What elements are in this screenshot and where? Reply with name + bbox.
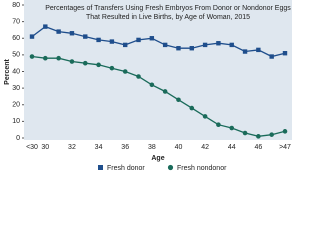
y-tick-label: 0: [16, 135, 20, 142]
x-tick-label: 42: [201, 144, 209, 151]
y-tick-label: 80: [12, 2, 20, 9]
marker: [123, 42, 128, 48]
legend-swatch: [167, 164, 174, 171]
marker: [256, 47, 261, 53]
y-tick-label: 50: [12, 52, 20, 59]
marker: [56, 29, 61, 34]
marker: [269, 132, 274, 137]
marker: [189, 46, 194, 51]
marker: [202, 42, 208, 48]
marker: [69, 31, 75, 36]
x-axis-label: Age: [151, 155, 164, 162]
marker: [269, 54, 274, 59]
chart-title: Percentages of Transfers Using Fresh Emb…: [45, 5, 291, 12]
marker: [82, 60, 88, 66]
y-tick-label: 60: [12, 35, 20, 42]
marker: [242, 130, 248, 136]
marker: [229, 42, 234, 48]
marker: [162, 42, 168, 48]
marker: [202, 114, 208, 119]
marker: [43, 55, 48, 61]
chart-title: That Resulted in Live Births, by Age of …: [86, 14, 250, 21]
marker: [176, 46, 181, 51]
marker: [56, 55, 61, 61]
marker: [176, 97, 181, 103]
marker: [43, 24, 48, 29]
marker: [282, 129, 288, 134]
x-tick-label: 36: [121, 144, 129, 151]
marker: [216, 41, 221, 46]
x-tick-label: 34: [95, 144, 103, 151]
y-axis-label: Percent: [4, 58, 11, 84]
y-tick-label: 30: [12, 85, 20, 92]
marker: [29, 34, 35, 39]
marker: [216, 122, 221, 127]
marker: [136, 37, 141, 43]
marker: [256, 134, 261, 139]
marker: [229, 125, 235, 131]
x-tick-label: 30: [41, 144, 49, 151]
legend-label: Fresh donor: [107, 165, 145, 172]
marker: [83, 34, 88, 39]
marker: [109, 65, 115, 71]
x-tick-label: 40: [175, 144, 183, 151]
marker: [162, 89, 168, 94]
marker: [122, 69, 128, 74]
x-tick-label: 32: [68, 144, 76, 151]
x-tick-label: 38: [148, 144, 156, 151]
x-tick-label: 44: [228, 144, 236, 151]
marker: [189, 105, 195, 111]
marker: [136, 74, 141, 79]
legend-label: Fresh nondonor: [177, 165, 227, 172]
marker: [96, 37, 101, 43]
chart: Percentages of Transfers Using Fresh Emb…: [4, 0, 292, 172]
x-tick-label: >47: [279, 144, 291, 151]
marker: [29, 54, 35, 59]
plot-area: [24, 0, 292, 140]
x-tick-label: <30: [26, 144, 38, 151]
marker: [96, 62, 101, 68]
y-tick-label: 20: [12, 102, 20, 109]
marker: [149, 36, 155, 41]
x-tick-label: 46: [254, 144, 262, 151]
marker: [242, 49, 248, 54]
y-tick-label: 40: [12, 68, 20, 75]
y-tick-label: 70: [12, 18, 20, 25]
marker: [282, 51, 288, 56]
y-tick-label: 10: [12, 118, 20, 125]
marker: [149, 82, 155, 88]
legend-swatch: [98, 165, 103, 170]
marker: [109, 39, 115, 44]
marker: [69, 59, 75, 64]
